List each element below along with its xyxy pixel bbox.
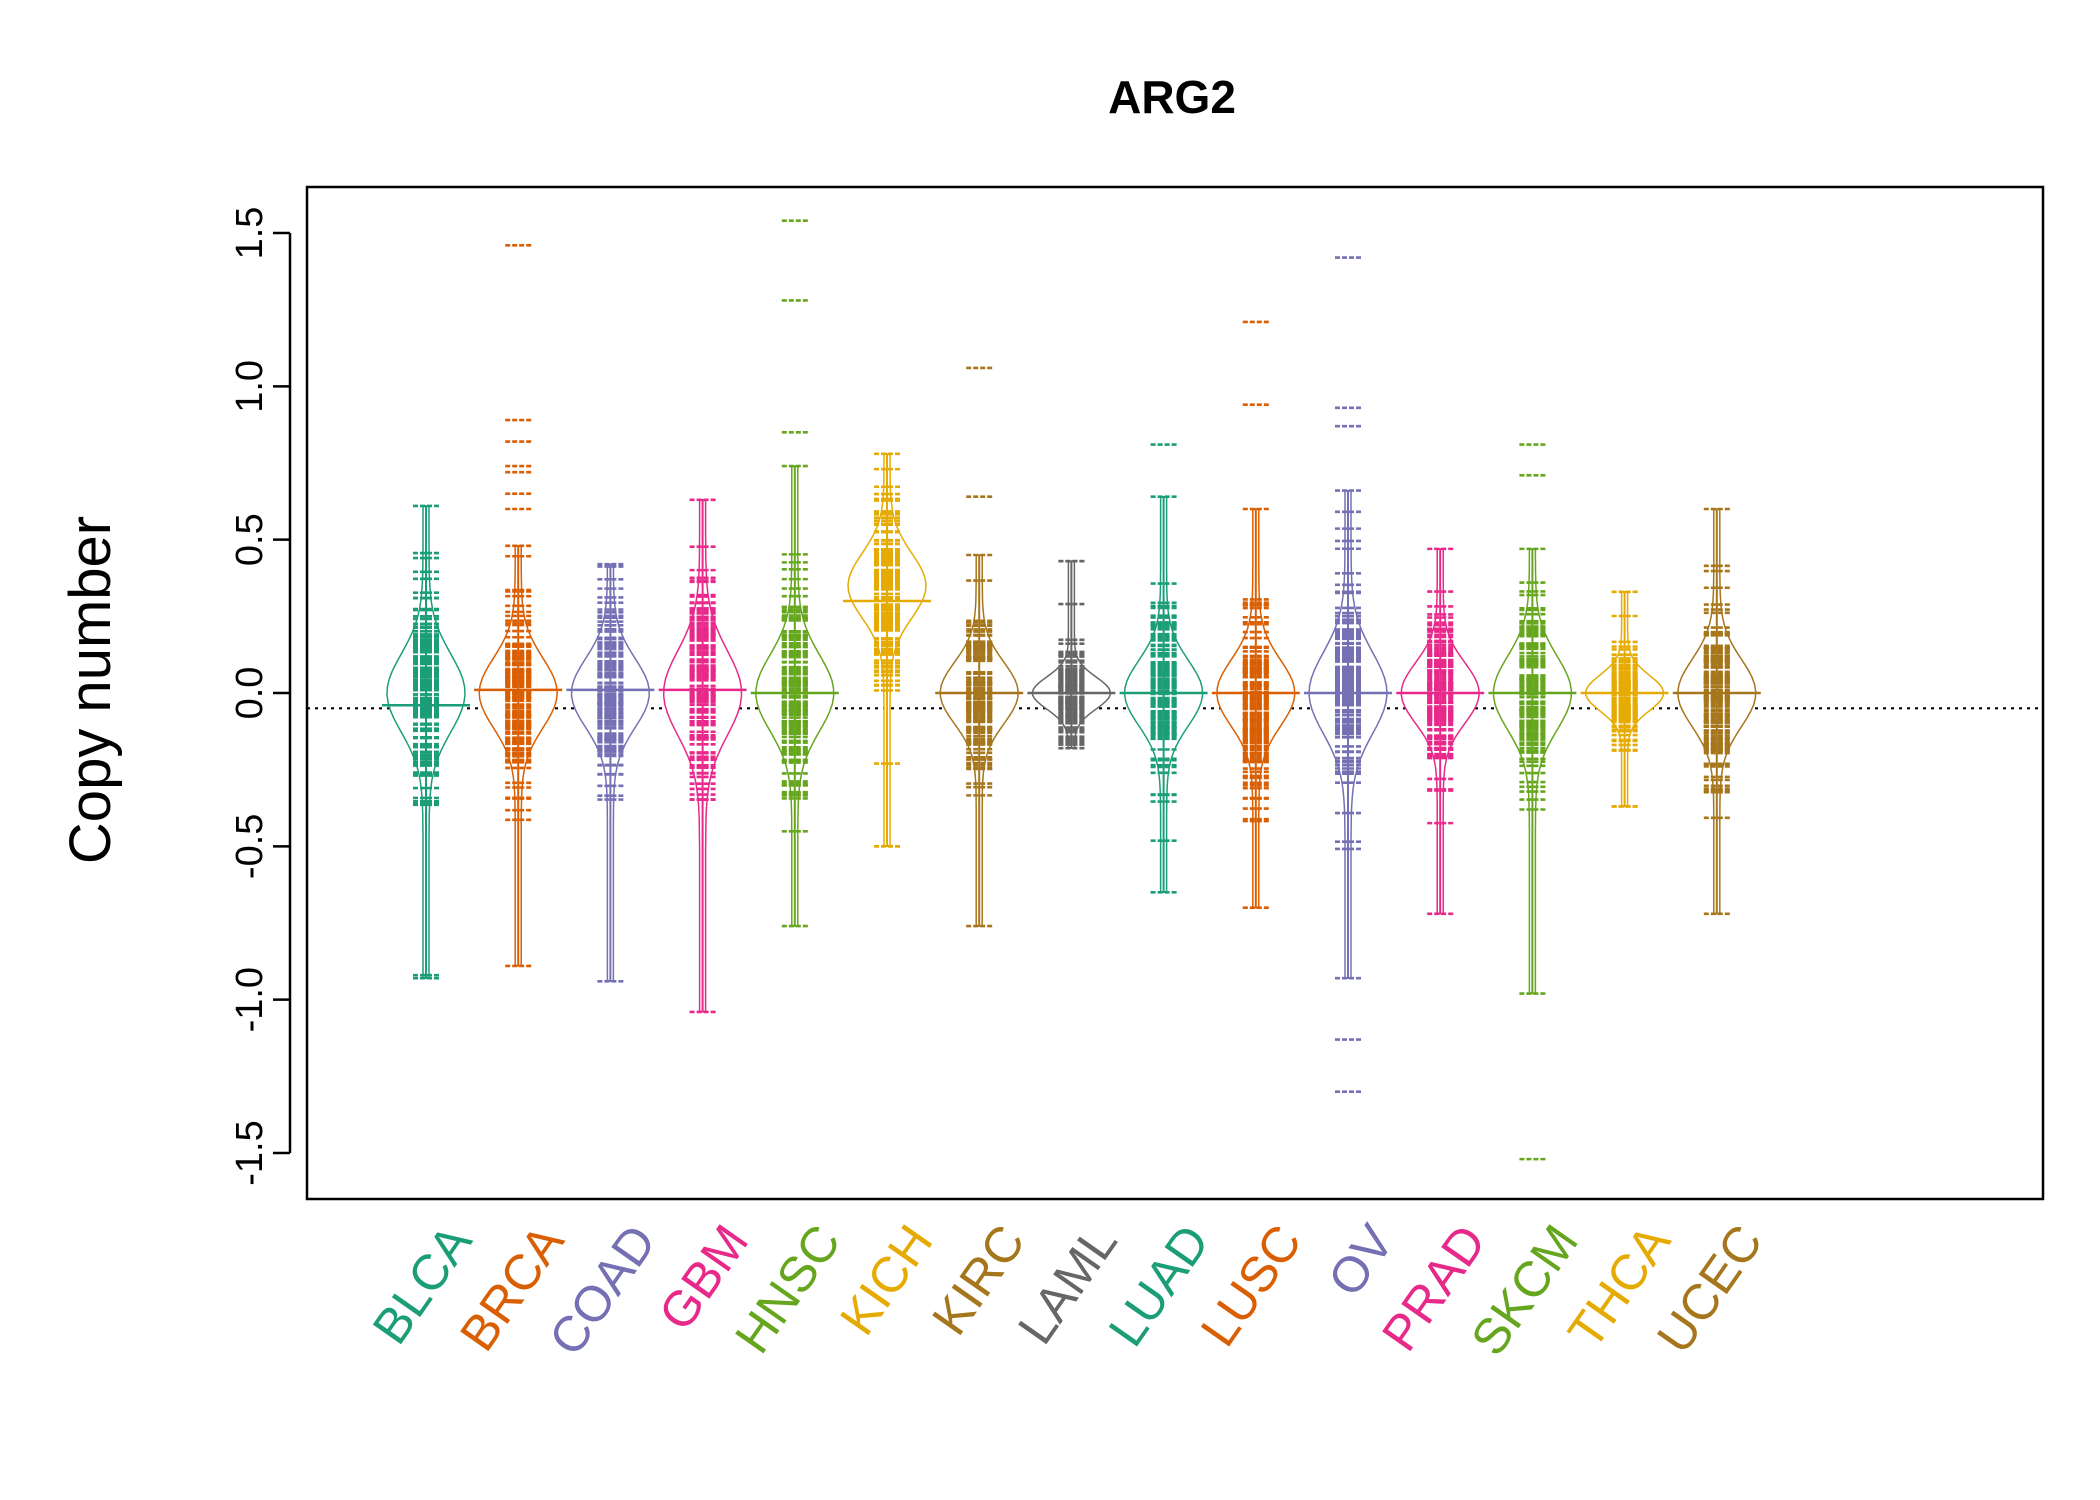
- y-axis-label: Copy number: [58, 516, 123, 864]
- bean-lusc: [1211, 320, 1300, 909]
- y-axis: -1.5 -1.0 -0.5 0.0 0.5 1.0 1.5: [229, 207, 292, 1186]
- bean-gbm: [658, 498, 747, 1014]
- y-tick-label: 1.5: [229, 207, 271, 260]
- y-tick-label: 0.5: [229, 513, 271, 566]
- y-tick-label: 1.0: [229, 360, 271, 413]
- bean-ov: [1304, 256, 1392, 1093]
- plot-area: [307, 219, 2043, 1161]
- bean-blca: [382, 504, 470, 980]
- y-tick-label: -1.0: [229, 967, 271, 1032]
- y-tick-label: -0.5: [229, 814, 271, 879]
- bean-luad: [1119, 443, 1208, 894]
- x-category-label: OV: [1317, 1214, 1405, 1306]
- bean-coad: [566, 562, 655, 983]
- y-tick-label: -1.5: [229, 1120, 271, 1185]
- bean-kich: [843, 452, 931, 848]
- bean-thca: [1580, 590, 1669, 808]
- bean-prad: [1396, 547, 1485, 916]
- bean-ucec: [1672, 507, 1761, 916]
- plot-frame: [305, 185, 2045, 1201]
- bean-brca: [474, 243, 563, 968]
- x-category-label: LUAD: [1098, 1215, 1220, 1356]
- y-tick-label: 0.0: [229, 667, 271, 720]
- bean-hnsc: [750, 219, 839, 928]
- bean-kirc: [935, 366, 1024, 928]
- bean-laml: [1027, 559, 1116, 750]
- bean-skcm: [1488, 443, 1577, 1161]
- chart-title: ARG2: [1108, 71, 1236, 123]
- x-category-label: KICH: [829, 1215, 943, 1345]
- x-category-label: LUSC: [1190, 1215, 1312, 1356]
